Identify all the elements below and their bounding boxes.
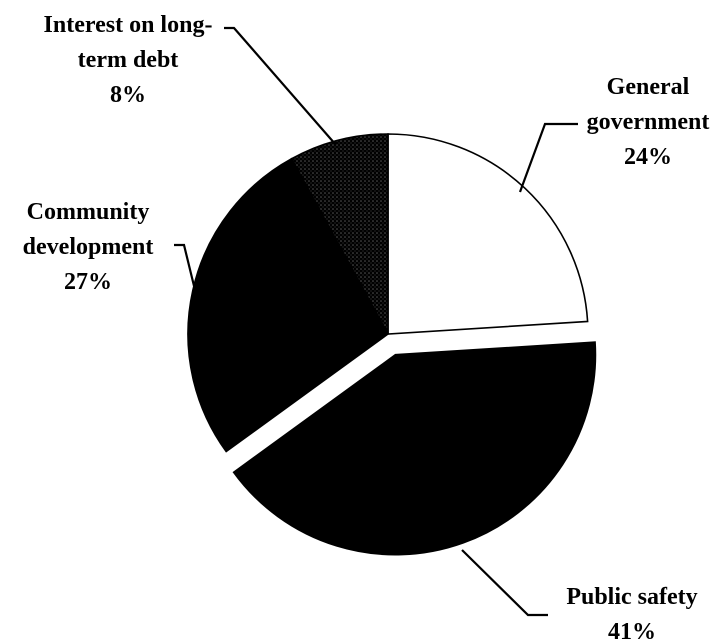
label-general-government: General government 24% [587, 74, 710, 170]
label-community-development: Community development 27% [23, 199, 154, 295]
pie-slices [187, 133, 597, 556]
leader-line-interest-debt [224, 26, 337, 146]
label-interest-long-term-debt: Interest on long- term debt 8% [44, 12, 213, 108]
leader-line-community-development [174, 243, 197, 291]
leader-line-public-safety [461, 549, 548, 617]
slice-percent-label: 27% [64, 269, 112, 295]
slice-label-line: Public safety [566, 584, 697, 610]
slice-label-line: Community [27, 199, 150, 225]
slice-label-line: Interest on long- [44, 12, 213, 38]
slice-label-line: development [23, 234, 154, 260]
leader-line-general-government [518, 122, 578, 193]
slice-general-government [387, 133, 589, 335]
slice-label-line: term debt [78, 47, 179, 73]
leader-lines [174, 26, 578, 617]
slice-label-line: government [587, 109, 710, 135]
slice-community-development [187, 157, 390, 453]
slice-percent-label: 24% [624, 144, 672, 170]
slice-percent-label: 8% [110, 82, 146, 108]
slice-interest-long-term-debt [290, 133, 389, 335]
slice-public-safety [232, 341, 597, 556]
slice-percent-label: 41% [608, 619, 656, 643]
slice-label-line: General [607, 74, 690, 100]
label-public-safety: Public safety 41% [566, 584, 697, 643]
